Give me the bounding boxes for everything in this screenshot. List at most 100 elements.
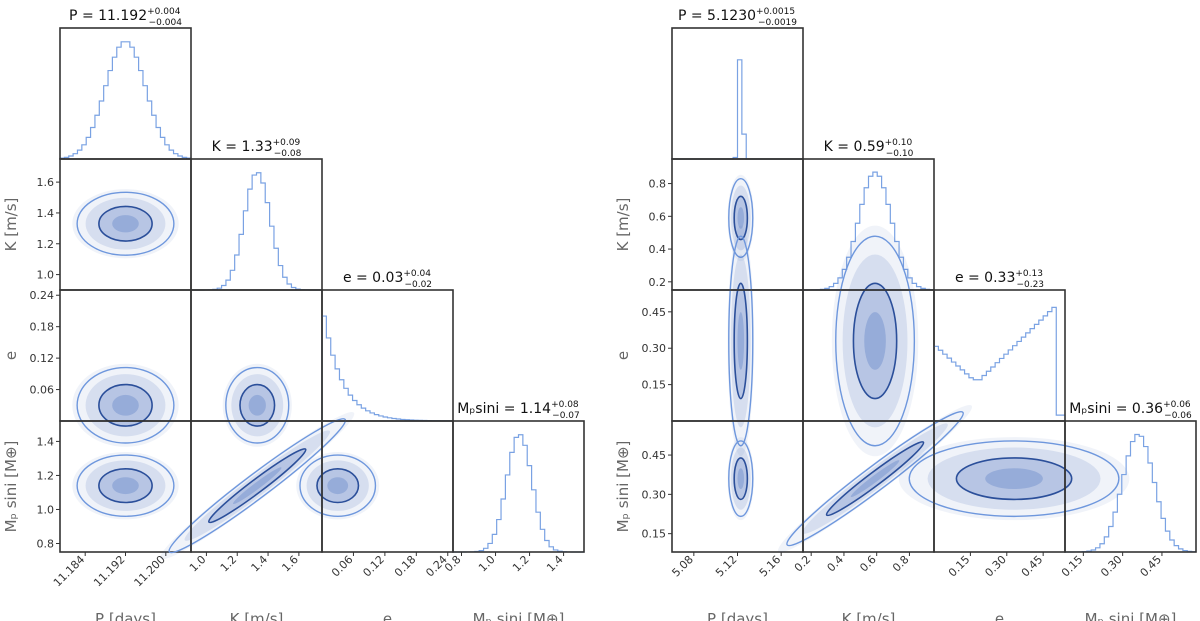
- corner-planet_c: P = 5.1230+0.0015 −0.0019 0.2 0.4 0.6 0.8 K [m…: [614, 7, 1197, 621]
- y-tick-label: 0.24: [30, 289, 55, 302]
- panel-e-M: 0.15 0.30 0.45 e: [898, 420, 1130, 621]
- panel-frame: [452, 420, 585, 553]
- contour-outer: [225, 366, 290, 444]
- x-tick-label: 0.12: [360, 553, 387, 580]
- density-blob: [222, 363, 292, 447]
- density-blob: [734, 196, 748, 240]
- contour-inner: [955, 457, 1073, 501]
- contour-outer: [76, 454, 175, 517]
- panel-K-K: [190, 158, 323, 291]
- y-tick-label: 0.8: [649, 178, 667, 191]
- x-tick-label: 0.8: [890, 553, 912, 575]
- x-tick-label: 0.30: [982, 553, 1009, 580]
- x-tick-label: 1.4: [544, 553, 566, 575]
- x-tick-label: 1.0: [476, 553, 498, 575]
- panel-P-e: 0.15 0.30 0.45 e: [614, 225, 804, 457]
- x-tick-label: 11.192: [91, 553, 127, 589]
- contour-outer: [908, 440, 1120, 518]
- panel-frame: [190, 158, 323, 291]
- contour-outer: [728, 440, 754, 518]
- x-tick-label: 5.08: [669, 553, 696, 580]
- contour-inner: [733, 195, 749, 241]
- x-tick-label: 0.45: [1138, 553, 1165, 580]
- density-blob: [734, 457, 748, 500]
- density-blob: [112, 215, 139, 233]
- y-tick-label: 1.2: [37, 469, 55, 482]
- density-blob: [72, 189, 179, 259]
- density-blob: [985, 468, 1043, 490]
- density-blob: [327, 477, 349, 495]
- histogram-K: [802, 171, 935, 291]
- contour-outer: [76, 191, 175, 256]
- histogram-e: [321, 315, 454, 422]
- y-tick-label: 1.2: [37, 238, 55, 251]
- x-axis-label: P [days]: [95, 610, 156, 621]
- density-blob: [831, 225, 919, 457]
- panel-P-K: 0.2 0.4 0.6 0.8 K [m/s]: [614, 158, 804, 291]
- density-blob: [208, 448, 306, 523]
- y-axis-label: e: [2, 351, 20, 360]
- y-axis-label: Mₚ sini [M⊕]: [614, 441, 632, 533]
- density-blob: [184, 430, 331, 541]
- contour-inner: [825, 441, 925, 517]
- panel-e-e: [933, 289, 1066, 422]
- density-blob: [898, 437, 1130, 521]
- panel-title: P = 11.192+0.004 −0.004: [69, 7, 182, 28]
- x-tick-label: 0.8: [442, 553, 464, 575]
- contour-outer: [299, 454, 377, 517]
- panel-title: K = 0.59+0.10 −0.10: [824, 138, 914, 159]
- density-blob: [727, 437, 754, 521]
- histogram-P: [672, 59, 803, 160]
- panel-frame: [59, 27, 192, 160]
- x-tick-label: 0.2: [792, 553, 814, 575]
- y-tick-label: 0.2: [649, 276, 667, 289]
- y-tick-label: 1.6: [37, 176, 55, 189]
- density-blob: [853, 283, 897, 399]
- x-tick-label: 1.2: [510, 553, 532, 575]
- x-tick-label: 1.6: [279, 553, 301, 575]
- y-tick-label: 0.30: [642, 488, 667, 501]
- x-axis-label: P [days]: [707, 610, 768, 621]
- x-axis-label: K [m/s]: [230, 610, 284, 621]
- y-tick-label: 0.06: [30, 384, 55, 397]
- panel-K-e: [802, 225, 935, 457]
- panel-frame: [321, 289, 454, 422]
- density-blob: [98, 468, 153, 503]
- y-tick-label: 1.4: [37, 207, 55, 220]
- density-blob: [727, 225, 754, 457]
- y-tick-label: 0.15: [642, 528, 667, 541]
- panel-title: P = 5.1230+0.0015 −0.0019: [678, 7, 797, 28]
- density-blob: [737, 312, 745, 370]
- density-blob: [927, 447, 1101, 510]
- x-tick-label: 0.6: [857, 553, 879, 575]
- density-blob: [826, 441, 924, 516]
- histogram-P: [59, 41, 192, 159]
- x-tick-label: 1.0: [187, 553, 209, 575]
- histogram-M: [453, 434, 585, 553]
- panel-title: e = 0.03+0.04 −0.02: [343, 269, 432, 290]
- density-blob: [737, 468, 745, 490]
- x-tick-label: 0.4: [824, 553, 846, 575]
- panel-K-e: [190, 289, 323, 447]
- x-tick-label: 0.18: [392, 553, 419, 580]
- y-axis-label: K [m/s]: [614, 198, 632, 252]
- contour-outer: [786, 411, 964, 547]
- density-blob: [734, 283, 748, 399]
- x-tick-label: 5.16: [757, 553, 784, 580]
- density-blob: [233, 467, 282, 505]
- x-axis-label: K [m/s]: [842, 610, 896, 621]
- panel-P-K: 1.0 1.2 1.4 1.6 K [m/s]: [2, 158, 192, 291]
- density-blob: [850, 460, 900, 498]
- contour-inner: [207, 448, 307, 524]
- y-tick-label: 1.0: [37, 503, 55, 516]
- density-blob: [864, 312, 886, 370]
- contour-inner: [98, 383, 153, 427]
- histogram-e: [933, 306, 1066, 421]
- panel-P-M: 5.08 5.12 5.16 P [days] 0.15 0.30 0.45 Mₚ sini …: [614, 420, 804, 621]
- density-blob: [72, 363, 179, 447]
- panel-frame: [933, 289, 1066, 422]
- density-blob: [112, 394, 139, 416]
- panel-title: e = 0.33+0.13 −0.23: [955, 269, 1044, 290]
